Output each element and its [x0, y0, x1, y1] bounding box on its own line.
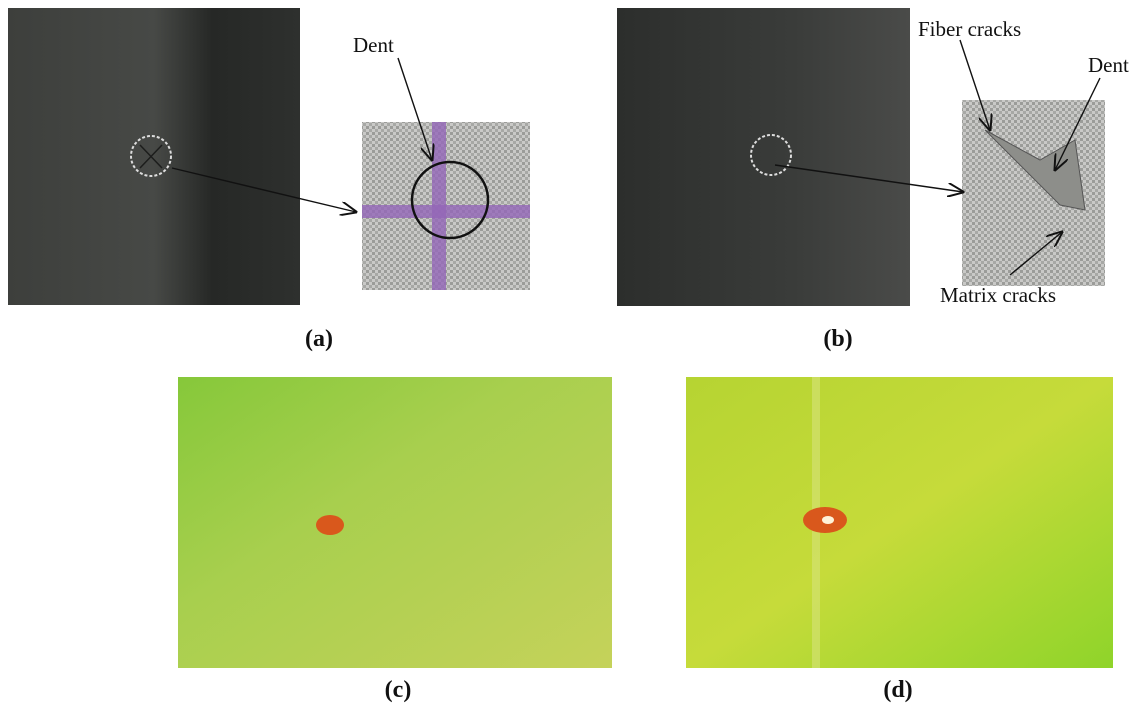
panel-label: (b) [823, 326, 852, 352]
photo [617, 8, 910, 306]
panel-c: (c) [178, 377, 612, 703]
panel-label: (a) [305, 326, 333, 352]
panel-d: (d) [686, 377, 1113, 703]
annotation: Fiber cracks [918, 17, 1021, 41]
figure: Dent (a) Fiber cracks Dent Matrix cracks… [0, 0, 1140, 709]
panel-label: (d) [883, 677, 912, 703]
annotation: Dent [1088, 53, 1129, 77]
panel-label: (c) [385, 677, 412, 703]
annotation: Matrix cracks [940, 283, 1056, 307]
annotation: Dent [353, 33, 394, 57]
line [362, 205, 530, 218]
inset [962, 100, 1105, 286]
photo [8, 8, 300, 305]
photo [686, 377, 1113, 668]
photo [178, 377, 612, 668]
damage [316, 515, 344, 535]
damage [822, 516, 834, 524]
panel-a: Dent (a) [8, 8, 530, 352]
panel-b: Fiber cracks Dent Matrix cracks (b) [617, 8, 1129, 352]
